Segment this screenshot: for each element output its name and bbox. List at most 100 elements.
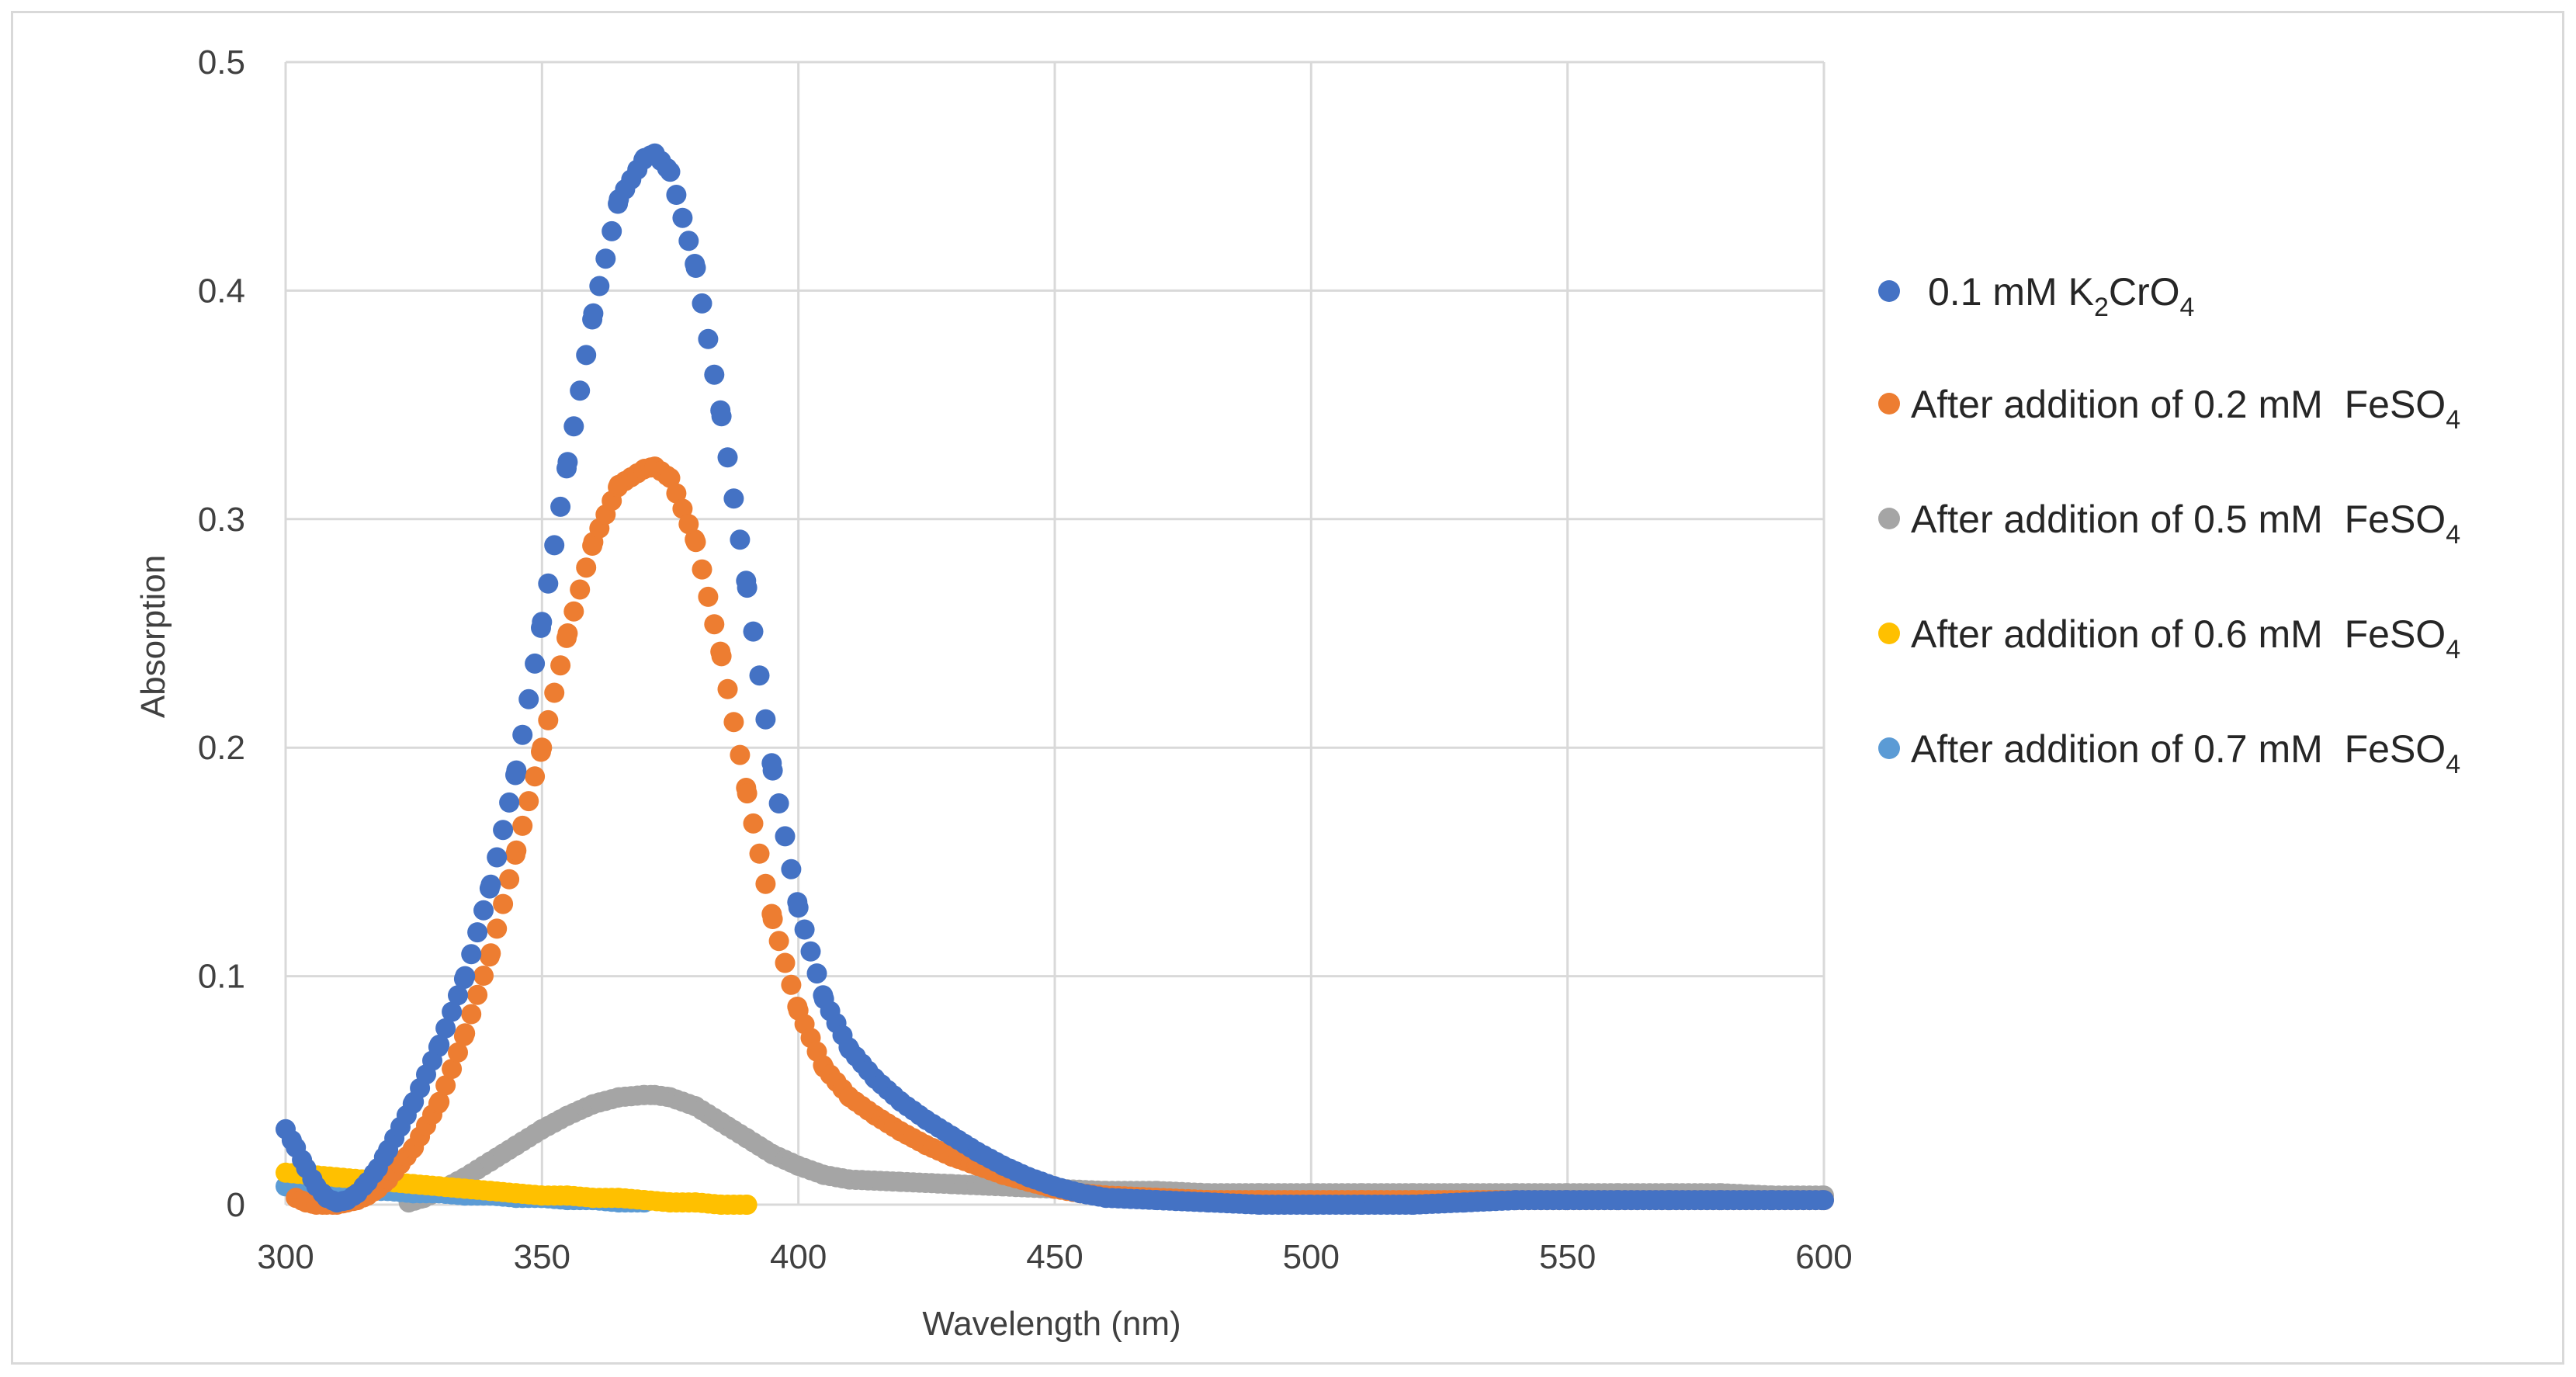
data-point	[570, 380, 591, 401]
x-axis-title: Wavelength (nm)	[922, 1305, 1181, 1343]
data-point	[723, 488, 744, 509]
legend-marker	[1878, 508, 1900, 529]
legend-marker	[1878, 623, 1900, 644]
y-tick-label: 0.3	[198, 501, 245, 539]
data-point	[698, 328, 719, 349]
data-point	[435, 1075, 456, 1096]
x-tick-label: 600	[1795, 1238, 1852, 1276]
data-point	[660, 161, 681, 182]
data-point	[711, 646, 732, 667]
data-point	[473, 966, 494, 986]
data-point	[570, 579, 591, 600]
x-tick-label: 350	[514, 1238, 570, 1276]
data-point	[806, 963, 827, 984]
data-point	[768, 793, 789, 813]
data-point	[762, 909, 783, 929]
x-tick-label: 300	[257, 1238, 314, 1276]
legend-marker	[1878, 280, 1900, 302]
data-point	[499, 792, 520, 813]
data-point	[749, 843, 770, 864]
series-1	[286, 456, 1834, 1215]
legend-label: After addition of 0.5 mM FeSO4	[1911, 498, 2460, 550]
data-point	[557, 452, 578, 473]
y-tick-label: 0.5	[198, 43, 245, 82]
legend-label: After addition of 0.6 mM FeSO4	[1911, 612, 2460, 664]
y-tick-label: 0.4	[198, 272, 245, 310]
data-point	[685, 532, 706, 553]
data-point	[692, 559, 712, 580]
data-point	[576, 557, 597, 578]
data-point	[672, 498, 693, 519]
data-point	[794, 919, 815, 940]
data-point	[557, 623, 578, 643]
data-point	[538, 573, 559, 594]
data-point	[435, 1018, 456, 1039]
legend-entry: After addition of 0.6 mM FeSO4	[1878, 612, 2460, 664]
data-point	[487, 918, 508, 939]
data-point	[583, 303, 604, 324]
data-point	[781, 974, 802, 995]
data-point	[461, 944, 482, 965]
gridlines	[284, 61, 1825, 1206]
data-point	[532, 737, 553, 758]
x-tick-label: 500	[1283, 1238, 1340, 1276]
data-point	[563, 416, 584, 437]
data-point	[698, 586, 719, 607]
y-tick-labels: 0 0.1 0.2 0.3 0.4 0.5	[198, 43, 245, 1224]
data-point	[737, 578, 758, 598]
data-point	[499, 869, 520, 890]
data-point	[589, 276, 610, 297]
data-point	[448, 985, 468, 1006]
chart-frame	[11, 11, 2564, 1365]
data-point	[525, 653, 546, 674]
data-point	[775, 826, 796, 847]
y-tick-label: 0.2	[198, 729, 245, 767]
data-point	[518, 791, 539, 812]
y-tick-label: 0.1	[198, 958, 245, 996]
data-point	[755, 709, 776, 730]
data-point	[518, 688, 539, 709]
data-point	[704, 614, 725, 635]
data-point	[678, 514, 699, 535]
data-point	[525, 766, 546, 787]
data-point	[768, 931, 789, 952]
data-point	[480, 874, 501, 895]
data-point	[429, 1034, 450, 1055]
data-point	[704, 364, 725, 385]
data-point	[473, 900, 494, 921]
data-point	[506, 840, 527, 861]
x-tick-label: 450	[1026, 1238, 1083, 1276]
data-point	[467, 984, 488, 1005]
data-point	[678, 231, 699, 251]
data-point	[672, 207, 693, 228]
data-point	[749, 665, 770, 686]
data-point	[660, 467, 681, 488]
data-point	[550, 496, 571, 517]
x-tick-label: 400	[770, 1238, 827, 1276]
data-point	[563, 601, 584, 622]
data-point	[467, 922, 488, 943]
data-point	[775, 952, 796, 973]
data-point	[723, 712, 744, 733]
legend: 0.1 mM K2CrO4 After addition of 0.2 mM F…	[1878, 270, 2460, 779]
data-point	[737, 783, 758, 804]
legend-entry: After addition of 0.5 mM FeSO4	[1878, 498, 2460, 550]
y-axis-title: Absorption	[134, 555, 172, 718]
legend-label: After addition of 0.7 mM FeSO4	[1911, 727, 2460, 779]
x-tick-label: 550	[1539, 1238, 1596, 1276]
data-point	[448, 1042, 468, 1063]
data-point	[743, 621, 764, 642]
legend-label: 0.1 mM K2CrO4	[1928, 270, 2194, 322]
data-point	[538, 709, 559, 730]
legend-marker	[1878, 737, 1900, 759]
data-point	[442, 1001, 463, 1022]
y-tick-label: 0	[227, 1186, 245, 1224]
data-point	[730, 744, 751, 765]
data-point	[692, 293, 712, 314]
series-0	[276, 143, 1834, 1215]
legend-marker	[1878, 393, 1900, 414]
data-point	[743, 813, 764, 834]
data-point	[762, 760, 783, 781]
data-point	[512, 815, 533, 836]
data-point	[595, 248, 616, 269]
